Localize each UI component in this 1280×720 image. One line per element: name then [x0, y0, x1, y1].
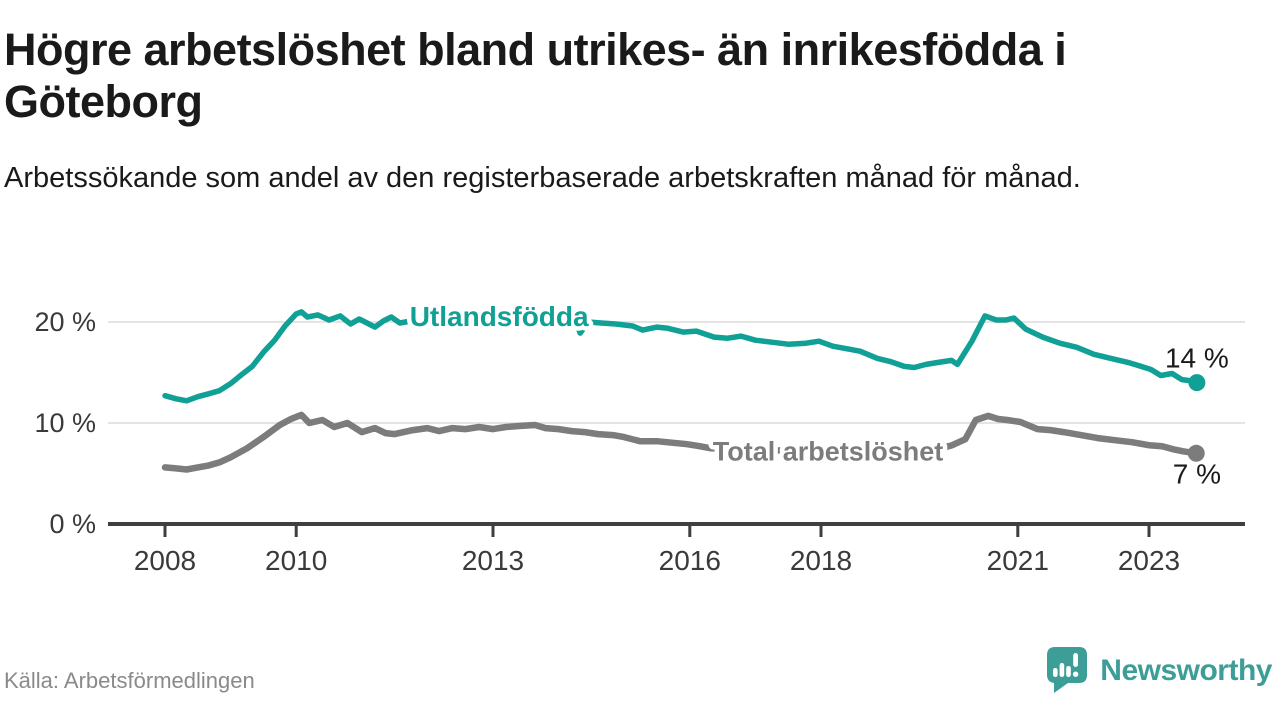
x-axis-label: 2021: [987, 545, 1049, 576]
annotation-total-arbetsl-shet: Total arbetslöshet: [713, 436, 944, 466]
page-title: Högre arbetslöshet bland utrikes- än inr…: [4, 24, 1067, 128]
x-axis-label: 2018: [790, 545, 852, 576]
annotation-utlandsf-dda: Utlandsfödda: [410, 301, 589, 332]
series-line-total: [161, 411, 1200, 473]
x-axis-label: 2013: [462, 545, 524, 576]
x-axis-label: 2008: [134, 545, 196, 576]
newsworthy-icon: [1047, 647, 1088, 693]
annotation-14-: 14 %: [1165, 342, 1229, 373]
brand-name: Newsworthy: [1100, 654, 1272, 687]
x-axis-label: 2010: [265, 545, 327, 576]
subtitle: Arbetssökande som andel av den registerb…: [4, 162, 1081, 194]
x-axis-label: 2023: [1118, 545, 1180, 576]
series-end-dot-total: [1187, 444, 1205, 462]
x-axis-label: 2016: [659, 545, 721, 576]
source-note: Källa: Arbetsförmedlingen: [4, 668, 255, 693]
series-end-dot-utlandsfodda: [1188, 374, 1206, 392]
y-axis-label: 0 %: [49, 509, 96, 539]
series-line-utlandsfodda: [162, 309, 1200, 404]
y-axis-label: 10 %: [34, 408, 96, 438]
annotation-7-: 7 %: [1173, 459, 1221, 490]
brand-logo: Newsworthy: [1046, 646, 1272, 696]
y-axis-label: 20 %: [34, 307, 96, 337]
